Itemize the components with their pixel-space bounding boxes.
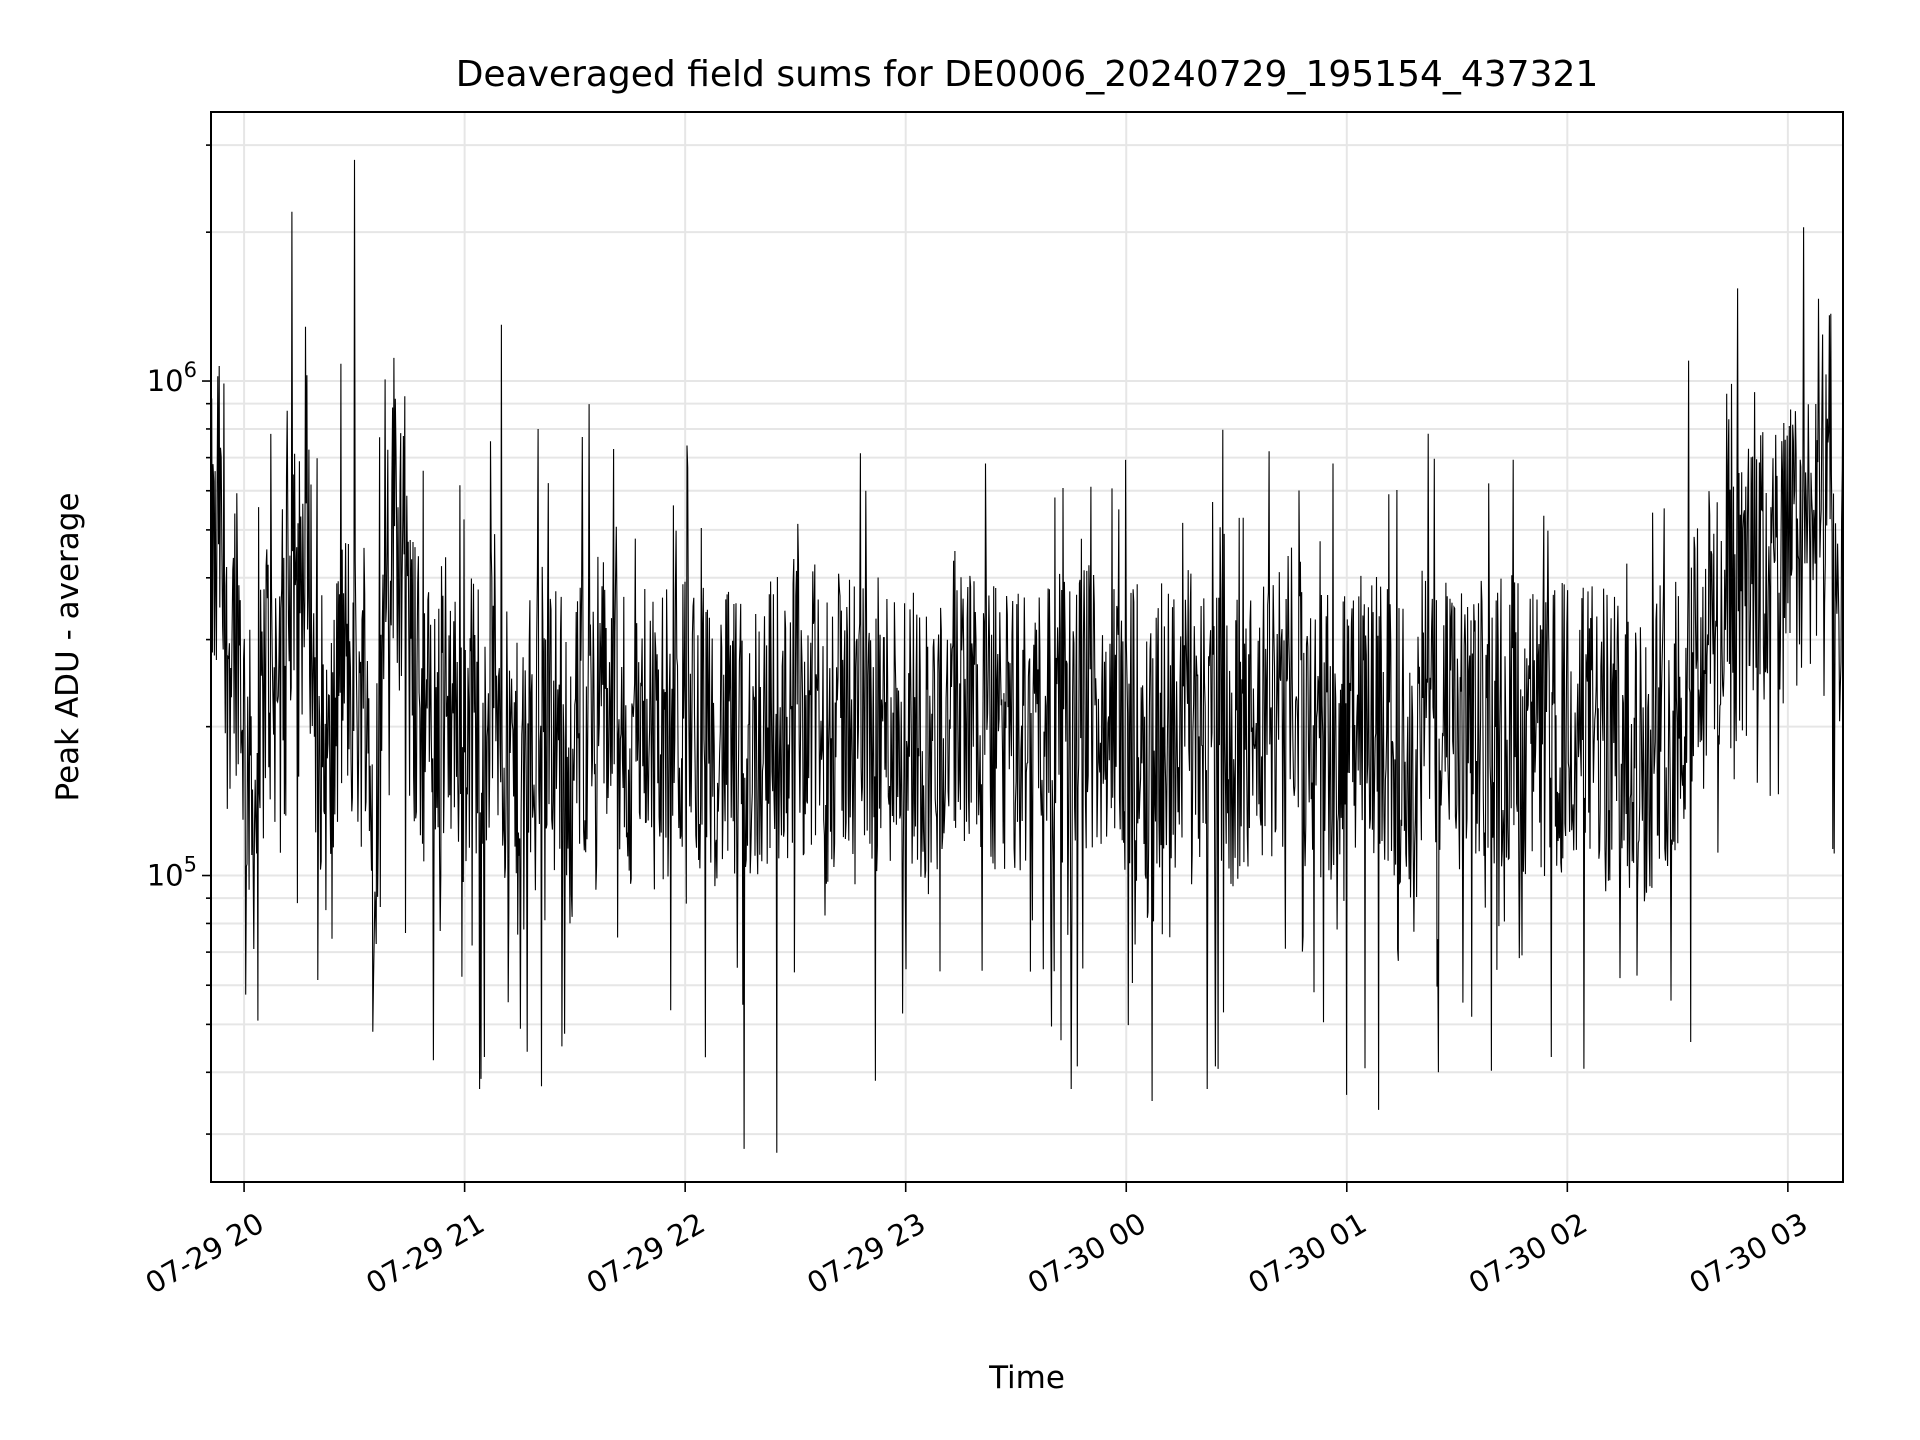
plot-frame bbox=[210, 111, 1844, 1183]
y-tick-label: 106 bbox=[147, 358, 197, 398]
y-tick-label: 105 bbox=[147, 853, 197, 893]
y-axis: 105 106 bbox=[147, 144, 211, 1135]
x-axis-label: Time bbox=[988, 1360, 1065, 1396]
plot-area bbox=[210, 159, 1844, 1153]
chart-title: Deaveraged field sums for DE0006_2024072… bbox=[456, 54, 1599, 95]
y-axis-label: Peak ADU - average bbox=[50, 492, 86, 801]
series-line bbox=[210, 159, 1844, 1153]
